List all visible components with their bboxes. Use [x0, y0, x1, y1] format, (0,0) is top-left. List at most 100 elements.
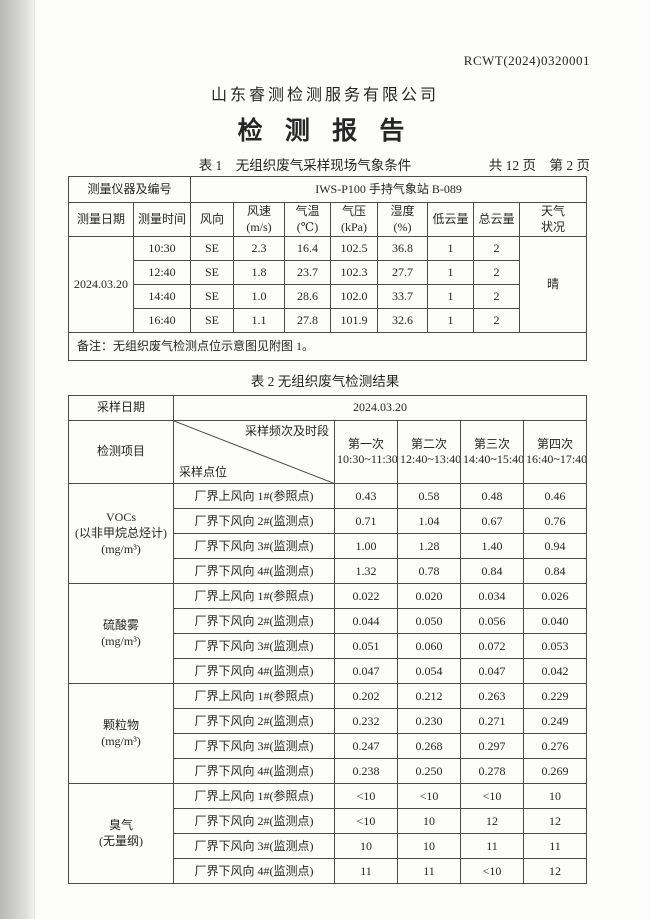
table-row: 厂界下风向 2#(监测点) 0.71 1.04 0.67 0.76 — [69, 508, 588, 535]
value-cell: 0.047 — [460, 658, 524, 685]
table-row: 16:40 SE 1.1 27.8 101.9 32.6 1 2 — [69, 308, 587, 333]
measure-date: 2024.03.20 — [68, 236, 134, 333]
value-cell: 0.054 — [397, 658, 461, 685]
value-cell: 0.278 — [460, 758, 524, 785]
value-cell: 0.034 — [460, 583, 524, 610]
column-header: 风速 (m/s) — [233, 202, 286, 237]
value-cell: 0.202 — [334, 683, 398, 710]
report-content: RCWT(2024)0320001 山东睿测检测服务有限公司 检 测 报 告 表… — [67, 53, 590, 885]
column-header: 总云量 — [473, 202, 521, 237]
point-label: 厂界下风向 4#(监测点) — [173, 558, 335, 585]
page-count: 共 12 页 第 2 页 — [488, 158, 590, 173]
value-cell: 27.7 — [377, 260, 429, 285]
run-header: 第三次 14:40~15:40 — [460, 419, 524, 485]
table-row: 测量仪器及编号 IWS-P100 手持气象站 B-089 — [67, 176, 588, 203]
table1-caption: 表 1 无组织废气采样现场气象条件 — [198, 158, 412, 173]
detection-results-table: 采样日期 2024.03.20 检测项目 采样频次及时段 采样点位 第一次 10… — [68, 395, 588, 885]
table2-caption: 表 2 无组织废气检测结果 — [250, 374, 400, 389]
value-cell: 1.40 — [460, 533, 524, 560]
value-cell: 11 — [460, 833, 524, 860]
value-cell: 11 — [522, 833, 588, 860]
value-cell: 1.28 — [397, 533, 461, 560]
value-cell: 0.67 — [460, 508, 524, 535]
value-cell: 0.044 — [334, 608, 398, 635]
weather-conditions-table: 测量仪器及编号 IWS-P100 手持气象站 B-089 测量日期 测量时间 风… — [67, 176, 588, 361]
table-row: 12:40 SE 1.8 23.7 102.3 27.7 1 2 — [69, 260, 587, 285]
value-cell: 0.250 — [397, 758, 461, 785]
table-row: 厂界下风向 3#(监测点) 10 10 11 11 — [69, 833, 588, 860]
value-cell: 2.3 — [233, 236, 286, 261]
value-cell: 0.230 — [397, 708, 461, 735]
point-label: 厂界下风向 2#(监测点) — [173, 708, 335, 735]
value-cell: SE — [190, 236, 235, 261]
run-header: 第一次 10:30~11:30 — [334, 419, 398, 485]
value-cell: 0.047 — [334, 658, 398, 685]
diagonal-header-cell: 采样频次及时段 采样点位 — [173, 419, 335, 485]
company-name: 山东睿测检测服务有限公司 — [210, 87, 439, 104]
diagonal-top-label: 采样频次及时段 — [244, 424, 329, 438]
table-row: 2024.03.20 10:30 SE 2.3 16.4 102.5 36.8 … — [68, 236, 588, 333]
value-cell: 0.58 — [397, 483, 461, 510]
value-cell: 36.8 — [377, 236, 429, 261]
point-label: 厂界下风向 4#(监测点) — [173, 858, 335, 885]
value-cell: 0.271 — [460, 708, 524, 735]
value-cell: SE — [190, 260, 235, 285]
value-cell: 0.232 — [334, 708, 398, 735]
scan-left-edge — [0, 0, 35, 919]
value-cell: <10 — [460, 783, 524, 810]
value-cell: 0.263 — [460, 683, 524, 710]
value-cell: 0.050 — [397, 608, 461, 635]
value-cell: 0.072 — [460, 633, 524, 660]
point-label: 厂界下风向 4#(监测点) — [173, 658, 335, 685]
sample-date-label: 采样日期 — [68, 395, 174, 421]
report-number: RCWT(2024)0320001 — [463, 53, 590, 68]
value-cell: 28.6 — [284, 284, 332, 309]
value-cell: 102.3 — [330, 260, 379, 285]
measure-time: 14:40 — [132, 284, 192, 309]
column-header: 湿度 (%) — [377, 202, 429, 237]
value-cell: 2 — [473, 260, 521, 285]
value-cell: 2 — [473, 284, 521, 309]
value-cell: 33.7 — [377, 284, 429, 309]
value-cell: 32.6 — [377, 308, 429, 333]
point-label: 厂界上风向 1#(参照点) — [173, 783, 335, 810]
value-cell: 0.026 — [522, 583, 588, 610]
point-label: 厂界上风向 1#(参照点) — [173, 483, 335, 510]
measure-time: 12:40 — [132, 260, 192, 285]
table-row: 14:40 SE 1.0 28.6 102.0 33.7 1 2 — [69, 284, 587, 309]
table-row: 臭气 (无量纲) 厂界上风向 1#(参照点) <10 <10 <10 10 — [68, 783, 588, 885]
value-cell: 1 — [427, 260, 475, 285]
column-header: 风向 — [190, 202, 235, 237]
value-cell: 0.276 — [522, 733, 588, 760]
table1-note: 备注：无组织废气检测点位示意图见附图 1。 — [67, 332, 588, 361]
value-cell: 11 — [397, 858, 461, 885]
point-label: 厂界下风向 3#(监测点) — [173, 633, 335, 660]
value-cell: 1.04 — [397, 508, 461, 535]
value-cell: 0.46 — [522, 483, 588, 510]
value-cell: 1.0 — [233, 284, 286, 309]
value-cell: 0.78 — [397, 558, 461, 585]
value-cell: 1 — [427, 236, 475, 261]
point-label: 厂界下风向 3#(监测点) — [173, 833, 335, 860]
point-label: 厂界下风向 2#(监测点) — [173, 608, 335, 635]
value-cell: 1.32 — [334, 558, 398, 585]
value-cell: SE — [190, 284, 235, 309]
value-cell: 11 — [334, 858, 398, 885]
value-cell: 0.48 — [460, 483, 524, 510]
point-label: 厂界上风向 1#(参照点) — [173, 683, 335, 710]
value-cell: 0.229 — [522, 683, 588, 710]
value-cell: 0.249 — [522, 708, 588, 735]
value-cell: 0.051 — [334, 633, 398, 660]
value-cell: 0.247 — [334, 733, 398, 760]
value-cell: 0.269 — [522, 758, 588, 785]
column-header: 测量日期 — [68, 202, 134, 237]
table-row: 厂界下风向 2#(监测点) <10 10 12 12 — [69, 808, 588, 835]
item-name: 臭气 (无量纲) — [68, 783, 174, 885]
value-cell: 16.4 — [284, 236, 332, 261]
diagonal-line — [174, 421, 334, 483]
value-cell: 0.022 — [334, 583, 398, 610]
value-cell: SE — [190, 308, 235, 333]
table-row: 厂界下风向 3#(监测点) 1.00 1.28 1.40 0.94 — [69, 533, 588, 560]
point-label: 厂界下风向 3#(监测点) — [173, 733, 335, 760]
